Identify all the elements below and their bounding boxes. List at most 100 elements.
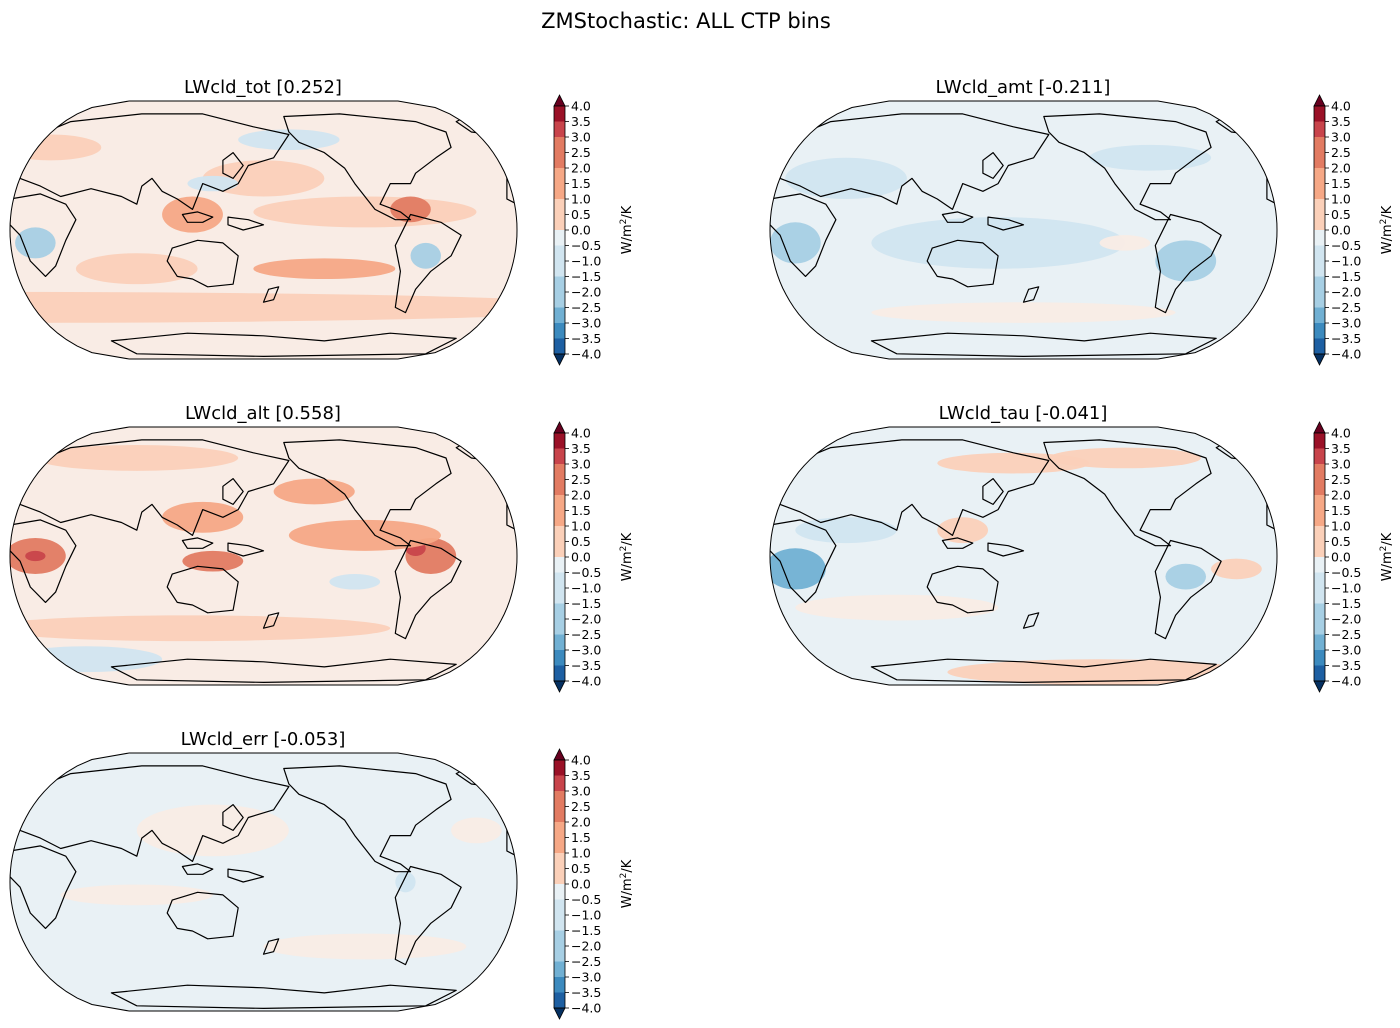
colorbar-label: W/m2/K [1379,205,1395,254]
colorbar-tick-label: 2.0 [1331,161,1351,176]
colorbar-segment [554,977,565,993]
coastline [227,868,265,883]
coastline [779,113,1050,210]
anomaly-region [15,227,56,259]
colorbar-segment [554,961,565,977]
anomaly-region [1165,563,1207,590]
colorbar-segment [554,915,565,931]
colorbar-tick-label: −4.0 [571,347,601,362]
colorbar-segment [1314,526,1325,542]
map-panel-LWcld_alt: LWcld_alt [0.558]4.03.53.02.52.01.51.00.… [9,403,635,693]
coastline [283,439,452,547]
coastline [770,193,837,277]
coastline [987,542,1025,557]
colorbar-segment [554,121,565,137]
coastline [779,439,1050,536]
colorbar-segment [554,884,565,900]
colorbar-segment [1314,261,1325,277]
coastline [1154,213,1222,314]
colorbar-tick-label: −0.5 [571,565,601,580]
colorbar-segment [554,665,565,681]
colorbar-label-exponent: 2 [619,873,629,879]
colorbar-tick-label: 1.0 [571,192,591,207]
colorbar-segment [1314,495,1325,511]
colorbar: 4.03.53.02.52.01.51.00.50.0−0.5−1.0−1.5−… [553,421,635,693]
anomaly-region [451,817,502,844]
colorbar-tick-label: −1.0 [1331,254,1361,269]
colorbar-segment [1314,619,1325,635]
contour-field [10,427,517,685]
colorbar-tick-label: 0.0 [1331,223,1351,238]
anomaly-region [25,550,46,562]
coastline [394,539,462,640]
coastline [870,658,1217,683]
colorbar-segment [554,791,565,807]
colorbar-tick-label: 4.0 [571,99,591,114]
colorbar-segment [1314,572,1325,588]
colorbar: 4.03.53.02.52.01.51.00.50.0−0.5−1.0−1.5−… [1313,421,1395,693]
colorbar-segment [554,992,565,1008]
colorbar-segment [554,946,565,962]
colorbar: 4.03.53.02.52.01.51.00.50.0−0.5−1.0−1.5−… [1313,94,1395,366]
colorbar-segment [1314,199,1325,215]
colorbar-segment [554,572,565,588]
coastline [926,565,999,614]
anomaly-region [187,175,239,192]
colorbar-label-main: W/m [620,551,635,581]
colorbar-tick-label: −2.0 [571,612,601,627]
coastline [10,845,77,929]
colorbar-tick-label: −2.0 [571,939,601,954]
coastline [262,286,280,303]
colorbar-tick-label: 3.5 [1331,441,1351,456]
colorbar-segment [554,541,565,557]
anomaly-region [871,302,1176,323]
anomaly-region [947,659,1252,685]
colorbar-label: W/m2/K [1379,532,1395,581]
field-background [10,753,517,1011]
anomaly-region [253,258,396,280]
colorbar-tick-label: 4.0 [571,753,591,768]
map-boundary [9,426,518,686]
anomaly-region [238,129,340,151]
coastline [987,216,1025,231]
coastline [181,211,214,223]
colorbar-tick-label: 0.5 [571,207,591,222]
coastline [110,658,457,683]
colorbar-tick-label: 2.5 [571,145,591,160]
colorbar-tick-label: −0.5 [1331,238,1361,253]
anomaly-region [1099,235,1151,251]
colorbar-tick-label: −1.5 [571,923,601,938]
colorbar-segment [1314,510,1325,526]
colorbar-segment [554,106,565,122]
colorbar-tick-label: −4.0 [571,1001,601,1016]
colorbar-tick-label: −2.0 [1331,285,1361,300]
colorbar-segment [1314,448,1325,464]
colorbar-segment [554,137,565,153]
colorbar-segment [1314,433,1325,449]
anomaly-region [10,646,163,673]
colorbar-tick-label: 2.5 [1331,472,1351,487]
colorbar-tick-label: 0.5 [1331,207,1351,222]
colorbar-extend-max [553,748,566,761]
colorbar-segment [554,338,565,354]
colorbar: 4.03.53.02.52.01.51.00.50.0−0.5−1.0−1.5−… [553,748,635,1020]
coastline [19,765,290,862]
panel-title: LWcld_err [-0.053] [181,729,346,750]
coastline [166,239,239,288]
colorbar-tick-label: 1.5 [571,176,591,191]
colorbar-segment [554,199,565,215]
colorbar-tick-label: 2.0 [1331,488,1351,503]
coastline [770,519,837,603]
colorbar-label: W/m2/K [619,859,635,908]
colorbar-label-unit: /K [1380,205,1395,218]
colorbar-segment [554,464,565,480]
anomaly-region [785,157,907,200]
colorbar-segment [554,307,565,323]
anomaly-region [253,196,477,228]
colorbar-tick-label: −3.0 [571,970,601,985]
colorbar-tick-label: 1.0 [1331,519,1351,534]
colorbar-segment [1314,665,1325,681]
colorbar-segment [1314,541,1325,557]
colorbar-segment [1314,588,1325,604]
